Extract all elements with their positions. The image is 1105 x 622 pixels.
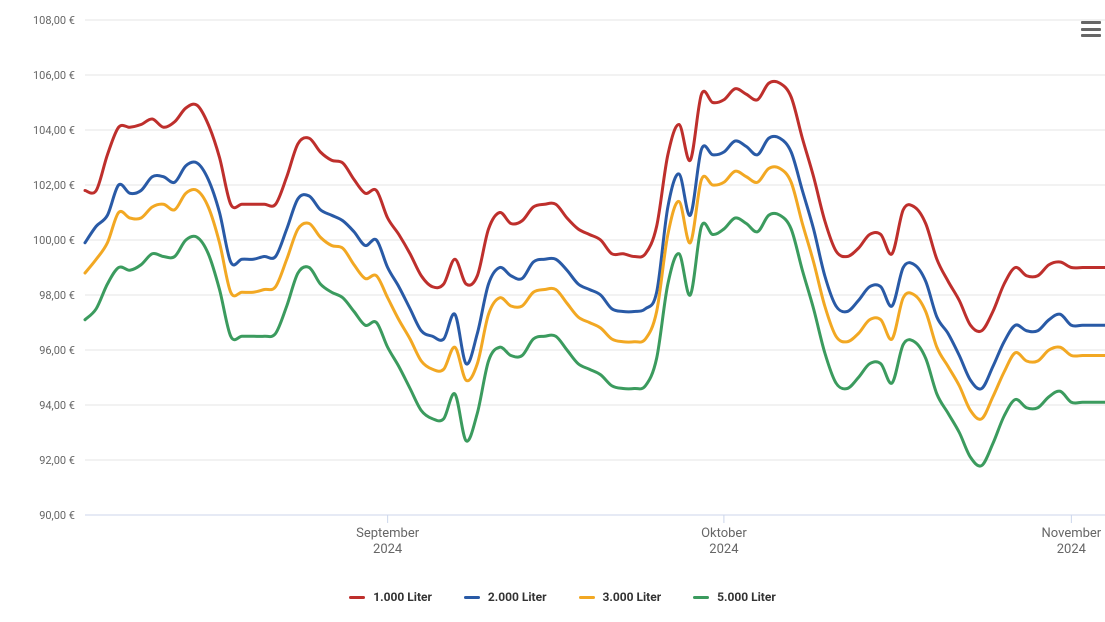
y-tick-label: 96,00 € <box>39 344 75 357</box>
price-chart: 90,00 € 92,00 € 94,00 € 96,00 € 98,00 € 100,0… <box>10 10 1105 612</box>
x-tick-month: November <box>1042 526 1102 541</box>
y-tick-label: 94,00 € <box>39 399 75 412</box>
y-tick-label: 100,00 € <box>33 234 75 247</box>
x-tick-month: September <box>356 526 420 541</box>
y-tick-label: 102,00 € <box>33 179 75 192</box>
y-tick-label: 106,00 € <box>33 69 75 82</box>
legend-swatch <box>693 596 709 599</box>
chart-svg: 90,00 € 92,00 € 94,00 € 96,00 € 98,00 € 100,0… <box>10 10 1105 570</box>
series-line <box>85 136 1105 389</box>
legend-swatch <box>349 596 365 599</box>
y-tick-label: 108,00 € <box>33 14 75 27</box>
y-tick-label: 104,00 € <box>33 124 75 137</box>
x-tick-year: 2024 <box>373 542 403 557</box>
legend-swatch <box>464 596 480 599</box>
chart-menu-button[interactable] <box>1079 18 1103 40</box>
legend-swatch <box>579 596 595 599</box>
x-tick-month: Oktober <box>701 526 747 541</box>
y-tick-label: 90,00 € <box>39 509 75 522</box>
y-tick-label: 92,00 € <box>39 454 75 467</box>
x-tick-year: 2024 <box>709 542 739 557</box>
x-tick-year: 2024 <box>1057 542 1087 557</box>
y-tick-label: 98,00 € <box>39 289 75 302</box>
